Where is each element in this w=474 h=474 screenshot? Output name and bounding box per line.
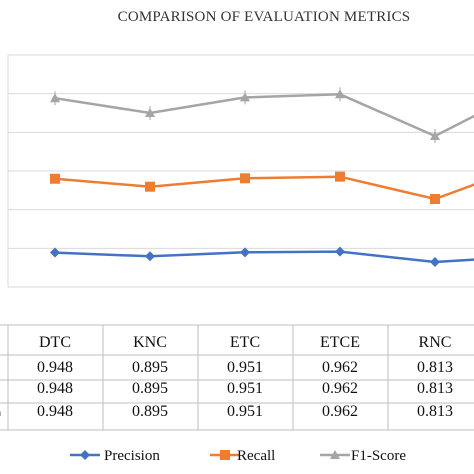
data-point [240, 92, 250, 102]
table-cell: 0.895 [132, 380, 168, 397]
table-cell: 0.962 [322, 403, 358, 420]
table-cell: 0.895 [132, 403, 168, 420]
table-cell: 0.951 [227, 403, 263, 420]
table-cell: 0.948 [37, 403, 73, 420]
series-line-precision [54, 250, 474, 264]
category-label: ETCE [320, 334, 360, 351]
data-point [430, 194, 440, 204]
data-point [240, 173, 250, 184]
table-cell: 0.962 [322, 359, 358, 376]
series-lines [50, 87, 474, 267]
data-point [240, 247, 250, 258]
table-cell: 0.895 [132, 359, 168, 376]
data-point [50, 173, 60, 184]
data-point [430, 131, 440, 140]
legend-label: Recall [237, 448, 275, 464]
row-marker: l [0, 412, 1, 418]
data-point [145, 108, 155, 118]
category-label: RNC [419, 334, 452, 351]
table-cell: 0.962 [322, 380, 358, 397]
data-point [430, 257, 440, 267]
table-cell: 0.948 [37, 359, 73, 376]
legend-marker [220, 450, 230, 460]
legend-marker [330, 450, 340, 459]
data-point [145, 181, 155, 192]
chart-title: COMPARISON OF EVALUATION METRICS [118, 9, 411, 25]
legend-label: Precision [104, 448, 160, 464]
table-cell: 0.813 [417, 359, 453, 376]
legend: Precision Recall F1-Score [70, 448, 406, 464]
table-cell: 0.813 [417, 403, 453, 420]
data-point [335, 171, 345, 182]
data-point [50, 93, 60, 103]
legend-marker [80, 450, 90, 460]
legend-label: F1-Score [351, 448, 406, 464]
category-label: ETC [230, 334, 260, 351]
series-line-f1-score [54, 93, 474, 138]
grid [7, 54, 474, 288]
table-cell: 0.813 [417, 380, 453, 397]
category-label: KNC [133, 334, 167, 351]
data-point [50, 247, 60, 258]
data-point [335, 246, 345, 257]
series-line-recall [54, 175, 474, 201]
data-point [145, 251, 155, 262]
table-cell: 0.948 [37, 380, 73, 397]
table-cell: 0.951 [227, 359, 263, 376]
table-cell: 0.951 [227, 380, 263, 397]
data-table: DTC KNC ETC ETCE RNC 0.948 0.895 0.951 0.962 0.81… [0, 324, 474, 431]
category-label: DTC [39, 334, 71, 351]
data-point [335, 89, 345, 99]
